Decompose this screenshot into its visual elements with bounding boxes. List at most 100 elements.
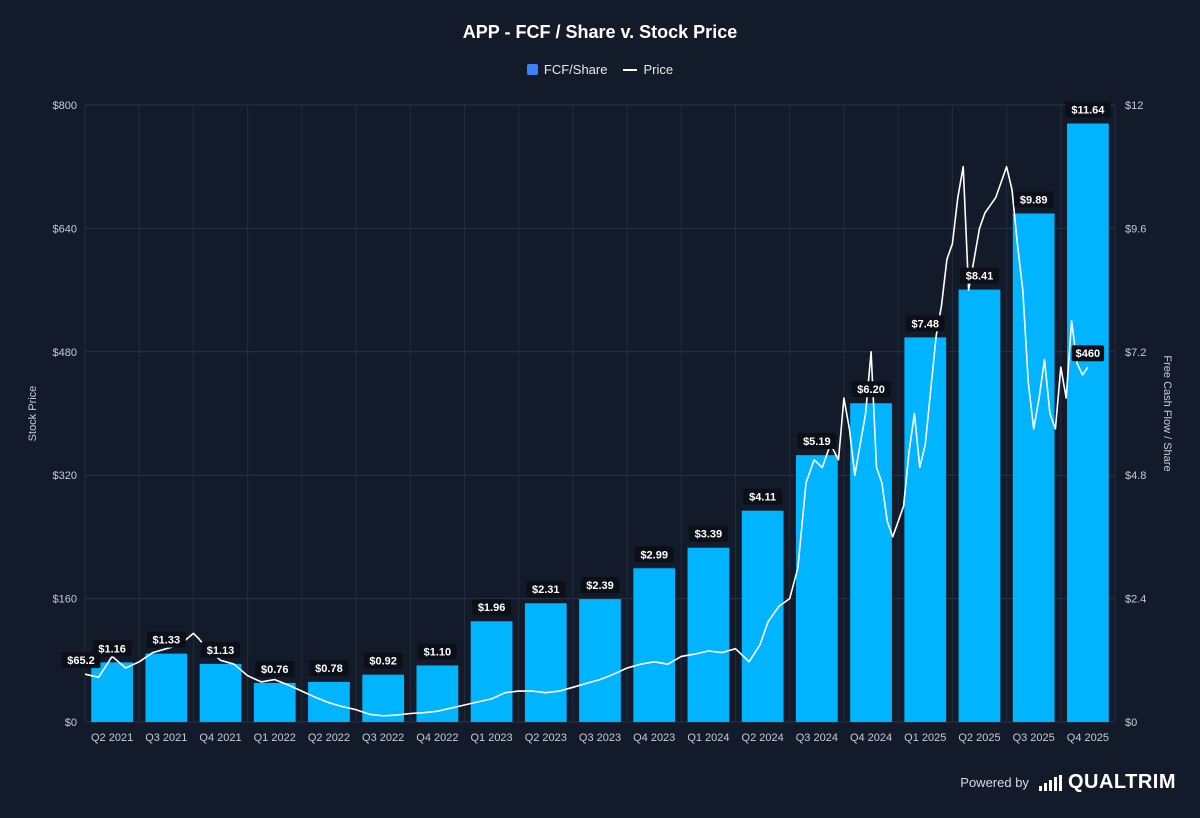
bar-chart-icon — [1038, 774, 1062, 791]
fcf-bar — [741, 510, 784, 722]
y-left-tick-label: $480 — [53, 347, 77, 359]
bar-value-label: $11.64 — [1071, 105, 1105, 117]
bar-value-label-bg — [1014, 191, 1054, 208]
bar-value-label: $1.13 — [207, 645, 235, 657]
bar-value-label: $8.41 — [966, 271, 994, 283]
bar-value-label: $5.19 — [803, 436, 831, 448]
bar-value-label: $3.39 — [695, 529, 723, 541]
bar-value-label-bg — [526, 581, 566, 598]
bar-value-label-bg — [146, 631, 186, 648]
x-tick-label: Q4 2023 — [633, 732, 675, 744]
bar-value-label-bg — [580, 577, 620, 594]
y-right-axis-title: Free Cash Flow / Share — [1161, 355, 1173, 471]
y-left-tick-label: $640 — [53, 223, 77, 235]
legend-label-price: Price — [643, 62, 674, 77]
bar-value-label: $0.92 — [369, 656, 397, 668]
x-tick-label: Q4 2025 — [1067, 732, 1109, 744]
bar-value-label-bg — [472, 599, 512, 616]
fcf-bar — [687, 547, 730, 722]
bar-value-label: $7.48 — [911, 318, 939, 330]
bar-value-label: $2.39 — [586, 580, 614, 592]
y-right-tick-label: $0 — [1125, 717, 1137, 729]
bar-value-label-bg — [92, 640, 132, 657]
y-right-tick-label: $7.2 — [1125, 347, 1146, 359]
price-line — [84, 165, 1089, 717]
x-tick-label: Q1 2025 — [904, 732, 946, 744]
chart-title: APP - FCF / Share v. Stock Price — [462, 22, 738, 42]
x-tick-label: Q4 2021 — [199, 732, 241, 744]
bar-value-label: $1.96 — [478, 602, 506, 614]
x-tick-label: Q1 2022 — [254, 732, 296, 744]
bar-value-label-bg — [743, 488, 783, 505]
fcf-bar — [579, 599, 621, 722]
fcf-bar — [958, 289, 1001, 722]
x-tick-label: Q2 2021 — [91, 732, 133, 744]
bar-value-label: $1.33 — [153, 635, 181, 647]
x-tick-label: Q1 2024 — [687, 732, 729, 744]
price-start-label: $65.2 — [67, 655, 95, 667]
footer: Powered by QUALTRIM — [960, 771, 1176, 794]
fcf-bar — [633, 568, 676, 722]
y-left-tick-label: $0 — [65, 717, 77, 729]
bar-value-label-bg — [417, 643, 457, 660]
fcf-bar — [524, 603, 567, 722]
y-right-tick-label: $12 — [1125, 100, 1143, 112]
bar-value-label-bg — [959, 267, 999, 284]
x-tick-label: Q4 2022 — [416, 732, 458, 744]
legend-label-fcf: FCF/Share — [543, 62, 608, 77]
brand-logo[interactable]: QUALTRIM — [1038, 771, 1176, 794]
fcf-bar — [904, 337, 947, 722]
bar-value-label-bg — [851, 381, 891, 398]
fcf-bar — [470, 621, 513, 722]
fcf-bar — [145, 653, 188, 722]
y-right-tick-label: $2.4 — [1125, 594, 1146, 606]
fcf-bar — [795, 455, 838, 722]
bar-value-label-bg — [309, 659, 349, 676]
bar-value-label-bg — [797, 433, 837, 450]
y-left-axis-title: Stock Price — [27, 386, 39, 442]
fcf-bar — [199, 663, 242, 722]
legend-item-fcf[interactable]: FCF/Share — [526, 62, 608, 77]
x-tick-label: Q3 2024 — [796, 732, 838, 744]
x-tick-label: Q3 2022 — [362, 732, 404, 744]
bar-value-label-bg — [1065, 101, 1111, 118]
x-tick-label: Q2 2024 — [742, 732, 784, 744]
x-tick-label: Q4 2024 — [850, 732, 892, 744]
price-end-label: $460 — [1076, 348, 1100, 360]
bar-value-label-bg — [905, 315, 945, 332]
brand-name: QUALTRIM — [1067, 771, 1176, 793]
y-right-tick-label: $4.8 — [1125, 470, 1146, 482]
legend-swatch-price — [623, 68, 638, 71]
bar-value-label-bg — [255, 660, 295, 677]
powered-by-text: Powered by — [960, 775, 1029, 790]
fcf-bar — [253, 682, 296, 722]
x-tick-label: Q2 2025 — [958, 732, 1000, 744]
y-left-tick-label: $800 — [53, 100, 77, 112]
fcf-bar — [850, 403, 892, 722]
x-tick-label: Q3 2023 — [579, 732, 621, 744]
legend-item-price[interactable]: Price — [623, 62, 673, 77]
price-end-label-bg — [1071, 345, 1105, 362]
bar-value-label-bg — [201, 641, 241, 658]
bar-value-label: $1.16 — [98, 643, 126, 655]
bar-value-label: $2.99 — [640, 549, 668, 561]
x-tick-label: Q2 2022 — [308, 732, 350, 744]
chart-legend: FCF/Share Price — [0, 62, 1200, 77]
bar-value-label-bg — [634, 546, 674, 563]
x-tick-label: Q3 2021 — [145, 732, 187, 744]
x-tick-label: Q3 2025 — [1013, 732, 1055, 744]
x-tick-label: Q2 2023 — [525, 732, 567, 744]
fcf-bar — [91, 662, 133, 722]
y-right-tick-label: $9.6 — [1125, 223, 1146, 235]
price-start-label-bg — [61, 652, 101, 669]
bar-value-label: $2.31 — [532, 584, 560, 596]
fcf-bar — [1012, 213, 1055, 722]
legend-swatch-fcf — [526, 64, 538, 75]
bar-value-label: $4.11 — [749, 492, 776, 504]
y-left-tick-label: $320 — [53, 470, 77, 482]
bar-value-label: $0.76 — [261, 664, 289, 676]
y-left-tick-label: $160 — [53, 594, 77, 606]
bar-value-label: $6.20 — [857, 384, 885, 396]
bar-value-label-bg — [688, 525, 728, 542]
